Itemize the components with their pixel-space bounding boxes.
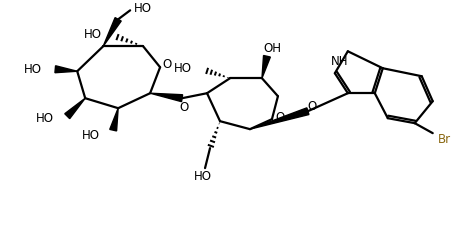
Text: HO: HO — [194, 170, 212, 183]
Polygon shape — [110, 108, 118, 131]
Text: O: O — [179, 101, 189, 114]
Text: HO: HO — [24, 63, 42, 76]
Text: OH: OH — [263, 42, 281, 55]
Text: HO: HO — [134, 2, 152, 15]
Polygon shape — [103, 18, 121, 46]
Polygon shape — [65, 98, 85, 119]
Polygon shape — [55, 66, 77, 73]
Text: O: O — [275, 111, 285, 124]
Text: NH: NH — [331, 55, 349, 68]
Text: O: O — [307, 100, 317, 113]
Text: HO: HO — [174, 62, 192, 75]
Text: O: O — [162, 58, 172, 71]
Text: HO: HO — [82, 129, 100, 142]
Text: HO: HO — [36, 112, 54, 125]
Polygon shape — [250, 108, 309, 129]
Polygon shape — [262, 55, 270, 78]
Polygon shape — [150, 93, 183, 102]
Text: Br: Br — [438, 133, 451, 146]
Text: HO: HO — [84, 28, 102, 41]
